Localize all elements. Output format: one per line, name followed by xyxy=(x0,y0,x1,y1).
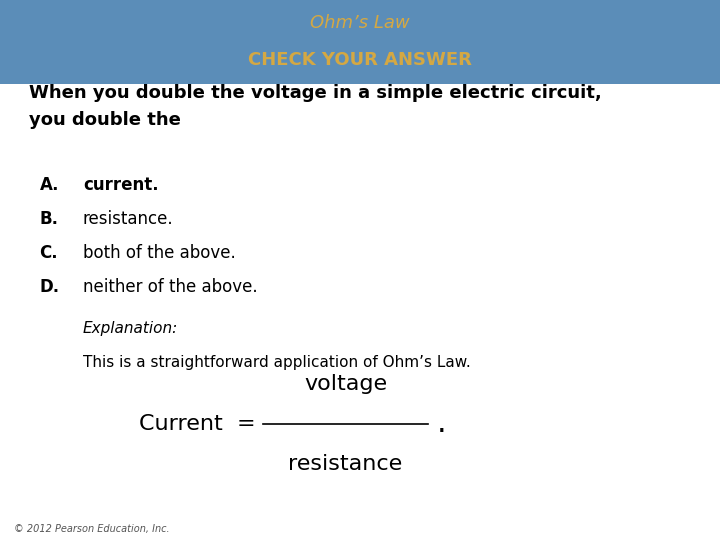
Text: you double the: you double the xyxy=(29,111,181,129)
Text: resistance: resistance xyxy=(289,454,402,474)
Text: both of the above.: both of the above. xyxy=(83,244,235,261)
Text: Ohm’s Law: Ohm’s Law xyxy=(310,15,410,32)
Text: .: . xyxy=(437,409,446,438)
Text: When you double the voltage in a simple electric circuit,: When you double the voltage in a simple … xyxy=(29,84,601,102)
Text: B.: B. xyxy=(40,210,58,227)
Text: neither of the above.: neither of the above. xyxy=(83,278,258,295)
Text: © 2012 Pearson Education, Inc.: © 2012 Pearson Education, Inc. xyxy=(14,523,170,534)
Text: D.: D. xyxy=(40,278,60,295)
Text: Explanation:: Explanation: xyxy=(83,321,178,336)
Text: A.: A. xyxy=(40,176,59,193)
Text: resistance.: resistance. xyxy=(83,210,174,227)
Text: This is a straightforward application of Ohm’s Law.: This is a straightforward application of… xyxy=(83,355,471,370)
Text: CHECK YOUR ANSWER: CHECK YOUR ANSWER xyxy=(248,51,472,69)
Text: C.: C. xyxy=(40,244,58,261)
Text: current.: current. xyxy=(83,176,158,193)
FancyBboxPatch shape xyxy=(0,0,720,84)
Text: voltage: voltage xyxy=(304,374,387,394)
Text: Current  =: Current = xyxy=(139,414,256,434)
